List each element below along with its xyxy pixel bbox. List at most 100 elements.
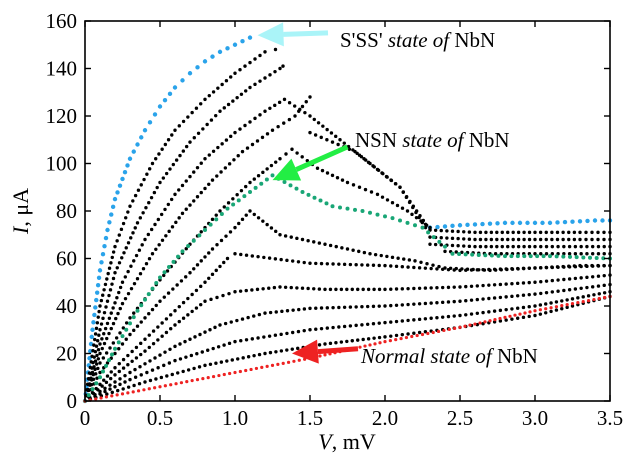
data-point [328,287,333,292]
data-point [253,82,257,87]
data-point [110,394,114,398]
data-point [573,244,578,249]
data-point [281,64,285,68]
data-point [243,123,247,128]
data-point [128,332,132,337]
data-point [111,341,116,345]
data-point [312,117,316,122]
data-point [267,334,272,338]
data-point [600,218,605,223]
data-point [345,339,349,344]
data-point [94,381,99,386]
data-point [547,220,553,226]
data-point [104,395,109,399]
annotation-arrow-shaft [283,30,329,37]
data-point [429,286,433,290]
data-point [122,170,128,175]
data-point [572,237,577,242]
data-point [586,298,591,303]
data-point [223,321,228,326]
data-point [156,217,161,222]
data-point [407,258,412,262]
data-point [590,252,595,256]
data-point [233,290,237,294]
data-point [273,103,277,108]
data-point [290,147,294,151]
data-point [579,244,583,249]
data-point [308,261,312,265]
data-point [116,340,121,345]
data-point [315,166,320,170]
data-point [567,265,572,269]
data-point [554,300,559,304]
data-point [188,271,192,275]
data-point [579,286,583,290]
data-point [246,315,250,320]
data-point [602,252,606,256]
data-point [398,185,402,189]
data-point [383,214,387,219]
data-point [345,287,349,292]
data-point [544,311,548,315]
data-point [412,265,416,270]
data-point [195,165,200,170]
data-point [241,356,245,360]
data-point [256,254,260,259]
data-point [435,315,439,320]
data-point [192,267,196,271]
data-point [154,281,159,286]
data-point [539,280,543,284]
data-point [148,378,153,383]
data-point [124,327,129,332]
data-point [297,307,301,312]
data-point [394,303,399,307]
data-point [390,216,395,221]
data-point [565,303,569,307]
data-point [101,316,105,321]
data-point [162,363,166,368]
data-point [363,344,367,348]
data-point [236,357,240,361]
data-point [456,244,460,248]
data-point [318,198,323,203]
data-point [293,104,297,108]
data-point [107,293,111,298]
data-point [267,286,271,290]
data-point [513,313,517,317]
data-point [144,262,149,266]
data-point [488,319,492,323]
data-point [561,237,565,242]
data-point [262,255,266,260]
data-point [562,252,566,256]
data-point [261,219,265,223]
data-point [124,321,129,325]
data-point [556,265,560,269]
data-point [493,318,497,322]
data-point [467,244,472,249]
data-point [150,307,155,312]
data-point [120,256,124,260]
data-point [176,254,180,259]
data-point [107,316,112,320]
data-point [103,235,109,241]
data-point [522,244,526,249]
data-point [203,157,207,161]
data-point [235,318,239,323]
data-point [469,312,474,316]
data-point [157,104,163,109]
data-point [166,202,171,207]
data-point [154,247,158,251]
data-point [95,353,99,358]
data-point [424,223,429,227]
data-point [179,279,184,283]
data-point [360,263,364,267]
data-point [555,237,560,242]
data-point [174,382,178,386]
data-point [487,221,493,226]
data-point [521,266,526,271]
data-point [365,322,370,326]
data-point [351,248,355,252]
data-point [166,291,171,295]
data-point [389,178,393,182]
data-point [181,316,186,320]
